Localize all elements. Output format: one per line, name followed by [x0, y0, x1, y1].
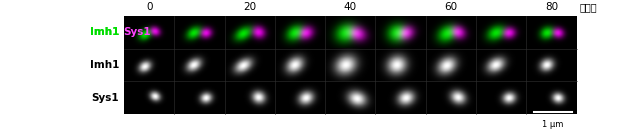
Text: 40: 40 — [343, 2, 357, 12]
Text: Sys1: Sys1 — [123, 27, 151, 37]
Text: 0: 0 — [146, 2, 153, 12]
Text: 20: 20 — [243, 2, 256, 12]
Text: 60: 60 — [445, 2, 458, 12]
Text: 1 μm: 1 μm — [542, 120, 564, 129]
Text: Imh1: Imh1 — [90, 60, 119, 70]
Text: /: / — [119, 27, 123, 37]
Text: Imh1: Imh1 — [90, 27, 119, 37]
Text: 80: 80 — [545, 2, 558, 12]
Text: Imh1: Imh1 — [90, 27, 119, 37]
Text: （秒）: （秒） — [580, 2, 597, 12]
Bar — [124, 16, 577, 114]
Text: Sys1: Sys1 — [91, 93, 119, 103]
